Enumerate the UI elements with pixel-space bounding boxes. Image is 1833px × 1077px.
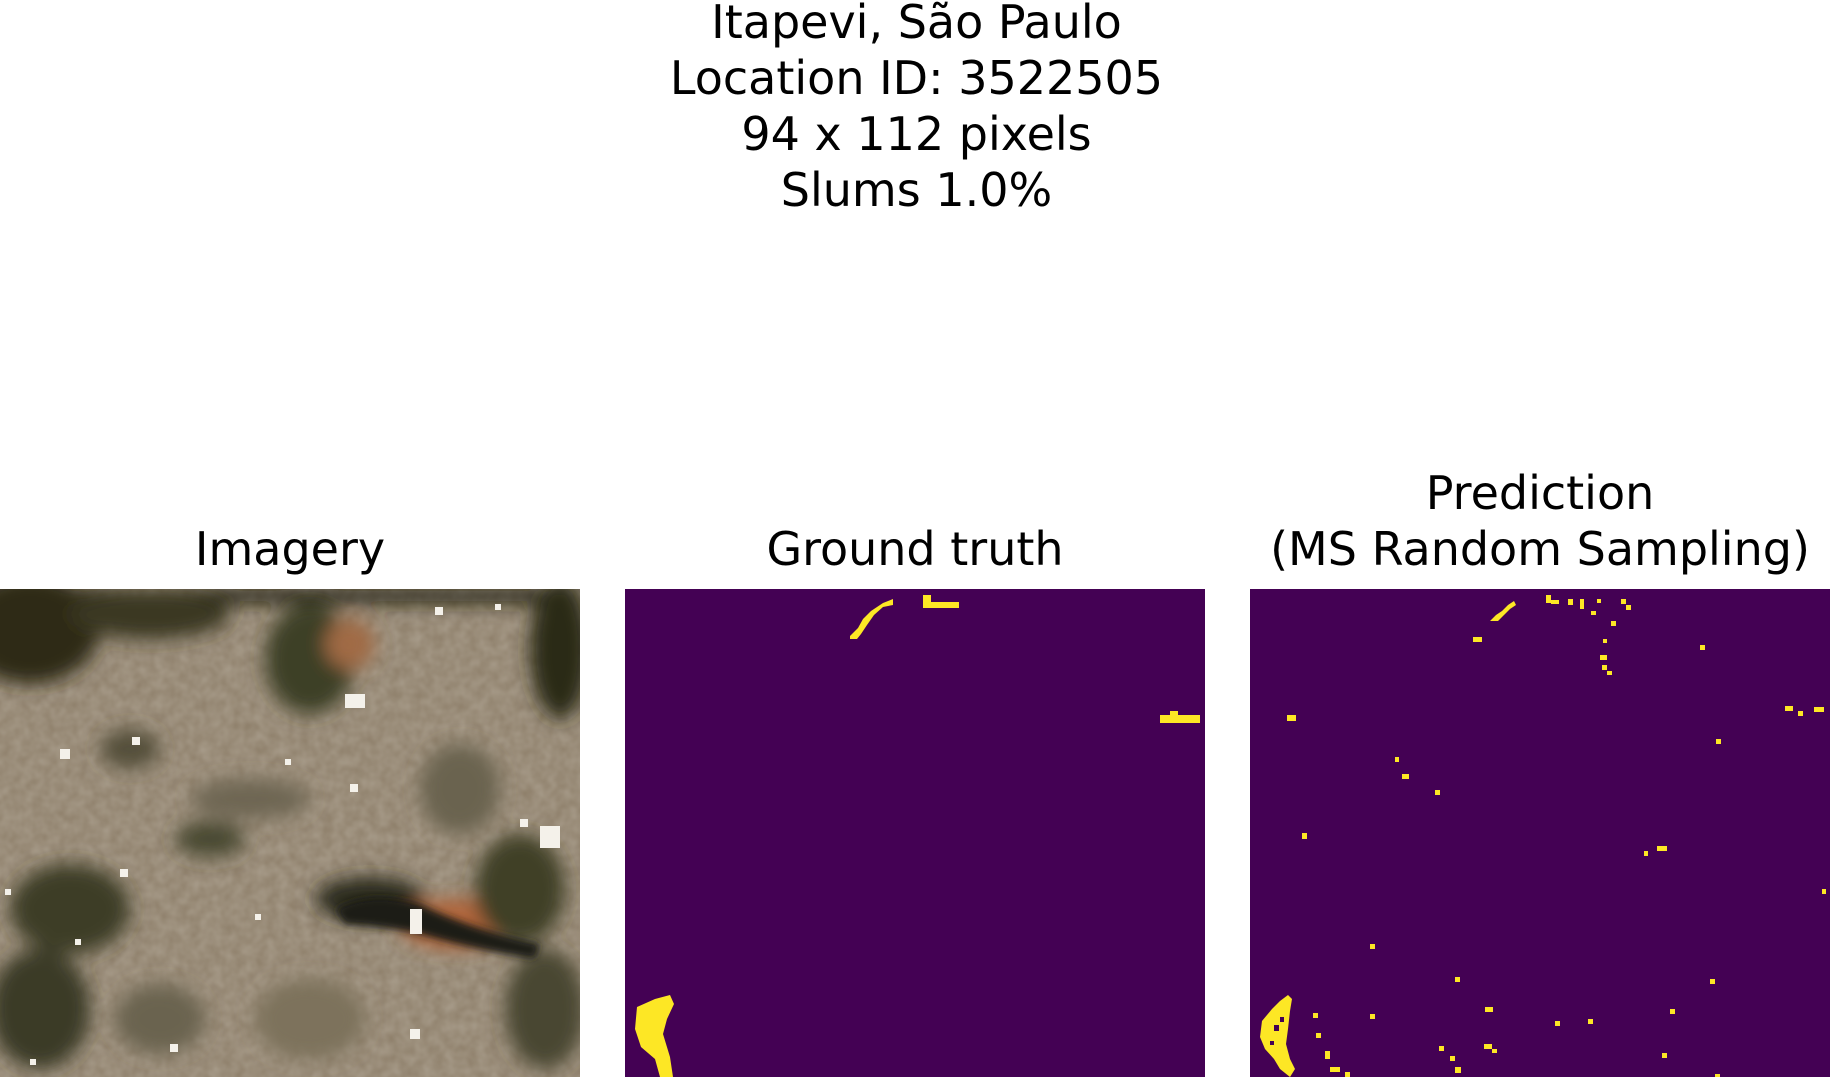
satellite-imagery bbox=[0, 589, 580, 1077]
prediction-mask bbox=[1260, 595, 1826, 1077]
title-dimensions: 94 x 112 pixels bbox=[741, 107, 1092, 161]
title-location-id: Location ID: 3522505 bbox=[669, 51, 1164, 105]
prediction-panel bbox=[1250, 589, 1830, 1077]
ground-truth-panel bbox=[625, 589, 1205, 1077]
prediction-title-line2: (MS Random Sampling) bbox=[1270, 522, 1810, 576]
imagery-panel bbox=[0, 589, 580, 1077]
ground-truth-mask bbox=[635, 595, 1200, 1077]
ground-truth-title: Ground truth bbox=[766, 522, 1064, 576]
figure-title: Itapevi, São Paulo Location ID: 3522505 … bbox=[0, 0, 1833, 218]
prediction-title-line1: Prediction bbox=[1425, 466, 1655, 520]
imagery-title: Imagery bbox=[194, 522, 386, 576]
title-slum-percentage: Slums 1.0% bbox=[780, 163, 1053, 217]
title-location: Itapevi, São Paulo bbox=[711, 0, 1122, 49]
